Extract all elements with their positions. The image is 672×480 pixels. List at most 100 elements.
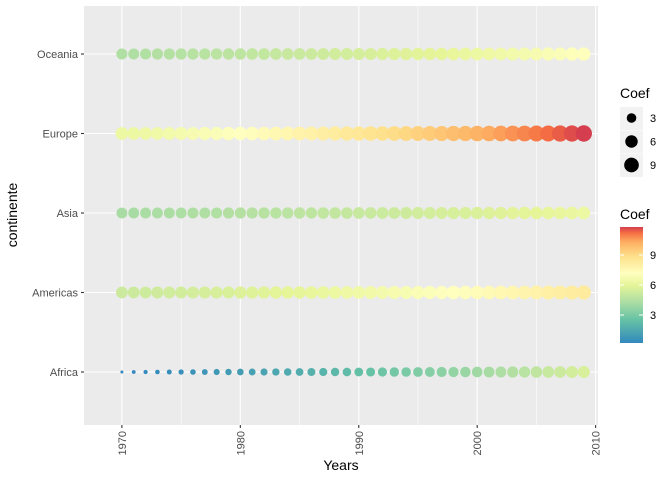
point-americas-2004 — [517, 285, 532, 300]
point-africa-1971 — [131, 370, 136, 374]
point-americas-1970 — [115, 286, 128, 299]
point-oceania-1996 — [423, 47, 437, 61]
point-africa-2006 — [542, 366, 555, 378]
point-asia-1999 — [459, 206, 472, 220]
point-asia-2009 — [577, 206, 591, 220]
point-africa-1980 — [237, 368, 244, 376]
point-oceania-1982 — [258, 48, 270, 60]
point-asia-2006 — [541, 206, 555, 220]
point-africa-1972 — [143, 369, 148, 375]
point-oceania-1993 — [388, 47, 401, 61]
point-americas-2005 — [529, 285, 544, 300]
point-europe-1972 — [139, 127, 152, 140]
data-points — [115, 47, 592, 379]
point-oceania-1971 — [128, 48, 140, 60]
point-americas-2002 — [494, 285, 508, 300]
point-americas-1999 — [458, 285, 473, 300]
point-oceania-1980 — [234, 48, 247, 60]
size-legend-label: 9 — [650, 160, 656, 172]
point-africa-2003 — [507, 366, 519, 378]
point-asia-1996 — [423, 207, 436, 219]
point-europe-1991 — [363, 126, 378, 141]
point-europe-2007 — [552, 125, 569, 142]
point-oceania-2009 — [577, 47, 591, 61]
point-europe-1987 — [316, 126, 331, 141]
point-africa-2002 — [495, 366, 507, 378]
color-legend-label: 9 — [650, 250, 656, 262]
point-europe-1980 — [233, 126, 248, 141]
point-americas-1976 — [186, 286, 199, 299]
point-africa-2008 — [565, 366, 578, 378]
point-americas-1992 — [375, 286, 389, 299]
point-asia-2003 — [506, 206, 519, 220]
point-africa-1977 — [201, 369, 208, 375]
point-europe-2001 — [481, 125, 497, 142]
point-europe-1974 — [162, 127, 176, 140]
point-europe-1992 — [375, 126, 390, 141]
point-oceania-2007 — [553, 47, 567, 61]
size-legend-dot — [626, 113, 637, 123]
point-asia-1976 — [187, 207, 199, 219]
point-africa-1987 — [319, 367, 328, 377]
point-asia-1992 — [376, 207, 389, 219]
point-asia-1971 — [128, 207, 140, 219]
point-asia-1994 — [400, 207, 413, 219]
point-africa-1986 — [307, 367, 316, 377]
point-asia-1995 — [412, 207, 424, 219]
point-oceania-1991 — [364, 47, 377, 61]
point-oceania-1972 — [140, 48, 152, 60]
y-axis-title: continente — [4, 182, 20, 247]
y-axis-ticks: Africa Americas Asia Europe Oceania — [32, 49, 84, 379]
point-asia-1985 — [293, 207, 306, 219]
point-africa-1989 — [342, 367, 352, 377]
point-americas-1987 — [316, 286, 330, 299]
point-asia-1984 — [282, 207, 294, 219]
point-europe-2004 — [516, 125, 533, 142]
size-legend-dot — [624, 157, 639, 173]
point-oceania-1983 — [270, 48, 282, 60]
point-asia-1975 — [175, 207, 187, 219]
point-americas-2003 — [505, 285, 520, 300]
point-africa-1998 — [448, 366, 459, 378]
point-asia-2004 — [518, 206, 531, 220]
point-africa-1993 — [389, 367, 399, 377]
point-asia-1988 — [329, 207, 341, 219]
point-europe-1997 — [434, 125, 450, 142]
y-tick-label: Africa — [50, 367, 79, 379]
point-africa-2000 — [471, 366, 483, 378]
point-europe-2006 — [540, 125, 557, 142]
point-africa-1975 — [178, 369, 184, 375]
point-africa-1991 — [366, 367, 376, 377]
point-americas-1990 — [352, 286, 366, 299]
point-oceania-1979 — [222, 48, 235, 60]
point-oceania-1977 — [199, 48, 211, 60]
point-africa-2004 — [518, 366, 531, 378]
point-americas-1988 — [328, 286, 342, 299]
x-tick-label: 1980 — [235, 431, 247, 455]
point-europe-1984 — [280, 126, 295, 141]
point-oceania-1984 — [281, 48, 294, 60]
point-oceania-1973 — [151, 48, 164, 60]
point-oceania-1970 — [116, 48, 128, 60]
point-europe-2009 — [575, 125, 592, 142]
point-europe-1999 — [457, 125, 474, 142]
point-africa-1988 — [330, 367, 340, 377]
point-americas-1982 — [257, 286, 271, 299]
point-oceania-1997 — [435, 47, 448, 61]
point-oceania-1992 — [376, 47, 389, 61]
point-europe-1979 — [221, 126, 236, 141]
point-oceania-1976 — [187, 48, 199, 60]
point-americas-1974 — [163, 286, 176, 299]
point-africa-1995 — [413, 367, 423, 377]
point-europe-1973 — [151, 127, 164, 140]
color-legend-title: Coef — [620, 206, 650, 222]
point-asia-1987 — [317, 207, 329, 219]
point-europe-2005 — [528, 125, 545, 142]
point-asia-1970 — [116, 207, 128, 219]
point-africa-1994 — [401, 367, 411, 377]
point-asia-1990 — [352, 207, 365, 219]
point-oceania-2006 — [541, 47, 555, 61]
point-africa-1973 — [155, 369, 160, 375]
point-americas-1995 — [411, 285, 425, 300]
